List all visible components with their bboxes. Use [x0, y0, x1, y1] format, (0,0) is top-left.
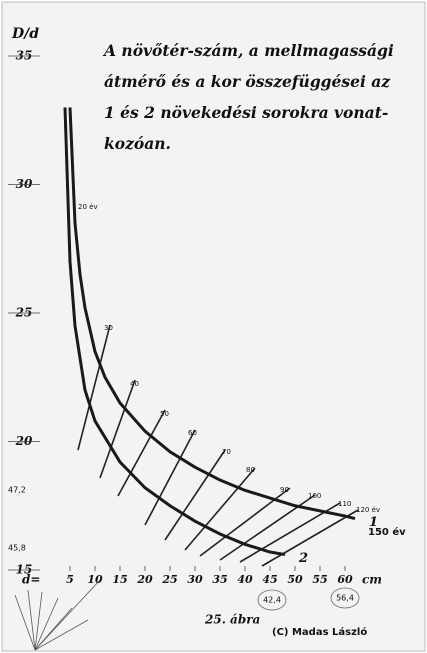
paper: [2, 2, 425, 651]
age-label: 90: [280, 486, 289, 494]
age-label: 100: [308, 492, 321, 500]
x-tick-label: 50: [287, 573, 303, 586]
x-tick-label: 5: [66, 573, 74, 586]
age-label: 50: [160, 410, 169, 418]
y-tick-label: 35: [16, 49, 33, 63]
x-tick-label: 10: [87, 573, 103, 586]
credit: (C) Madas László: [272, 626, 367, 638]
x-tick-label: 15: [112, 573, 127, 586]
age-label: 110: [338, 500, 351, 508]
side-note: 47,2: [8, 486, 26, 495]
x-tick-label: 20: [136, 573, 153, 586]
side-note: 45,8: [8, 544, 26, 553]
age-label: 30: [104, 324, 113, 332]
title-line: A növőtér-szám, a mellmagassági: [102, 41, 394, 60]
age-label: 40: [130, 380, 139, 388]
age-label: 60: [188, 429, 197, 437]
age-label: 70: [222, 448, 231, 456]
age-label: 80: [246, 466, 255, 474]
x-tick-label: 25: [161, 573, 177, 586]
y-tick-label: 20: [15, 434, 33, 448]
age-label: 20 év: [78, 203, 98, 211]
circled-note: 42,4: [263, 596, 281, 605]
x-tick-label: 55: [312, 573, 327, 586]
curve-label: 2: [298, 551, 308, 566]
circled-note: 56,4: [336, 594, 354, 603]
age-label: 150 év: [368, 526, 406, 538]
title-line: kozóan.: [104, 134, 171, 153]
x-tick-label: 35: [212, 573, 227, 586]
x-tick-label: 40: [237, 573, 253, 586]
y-axis-label: D/d: [11, 26, 39, 42]
title-line: átmérő és a kor összefüggései az: [104, 72, 391, 91]
x-tick-label: 60: [337, 573, 353, 586]
x-tick-label: 45: [262, 573, 277, 586]
page: D/d d= cm 25. ábra (C) Madas László A nö…: [0, 0, 427, 653]
y-tick-label: 25: [15, 306, 33, 320]
x-tick-label: 30: [187, 573, 203, 586]
title-line: 1 és 2 növekedési sorokra vonat-: [104, 103, 388, 122]
caption: 25. ábra: [204, 613, 260, 627]
y-tick-label: 30: [16, 177, 33, 191]
y-tick-label: 15: [16, 563, 33, 577]
x-axis-unit: cm: [362, 573, 382, 587]
age-label: 120 év: [356, 506, 380, 514]
chart: D/d d= cm 25. ábra (C) Madas László A nö…: [0, 0, 427, 653]
